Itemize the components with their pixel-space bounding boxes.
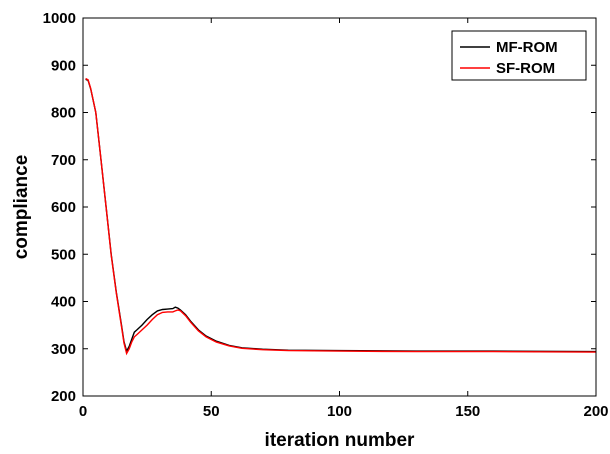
x-tick-label: 200 (583, 403, 608, 420)
legend-label-sf-rom: SF-ROM (496, 60, 555, 77)
x-tick-label: 150 (455, 403, 480, 420)
y-axis-title: compliance (11, 155, 32, 260)
y-tick-label: 300 (51, 341, 76, 358)
series-line-sf-rom (85, 77, 597, 356)
y-tick-label: 500 (51, 246, 76, 263)
legend-label-mf-rom: MF-ROM (496, 39, 558, 56)
legend-box (451, 30, 587, 81)
x-axis: 0 50 100 150 200 (79, 18, 609, 420)
y-tick-label: 400 (51, 294, 76, 311)
y-tick-label: 800 (51, 105, 76, 122)
y-axis: 200 300 400 500 600 700 800 900 1000 (43, 10, 596, 405)
legend: MF-ROM SF-ROM (451, 30, 587, 81)
y-tick-label: 700 (51, 152, 76, 169)
x-tick-label: 0 (79, 403, 87, 420)
y-tick-label: 1000 (43, 10, 76, 27)
y-tick-label: 900 (51, 57, 76, 74)
y-tick-label: 600 (51, 199, 76, 216)
y-tick-label: 200 (51, 388, 76, 405)
series-layer (85, 77, 597, 356)
x-tick-label: 100 (327, 403, 352, 420)
x-tick-label: 50 (203, 403, 220, 420)
x-axis-title: iteration number (265, 430, 416, 451)
plot-area (83, 18, 596, 396)
